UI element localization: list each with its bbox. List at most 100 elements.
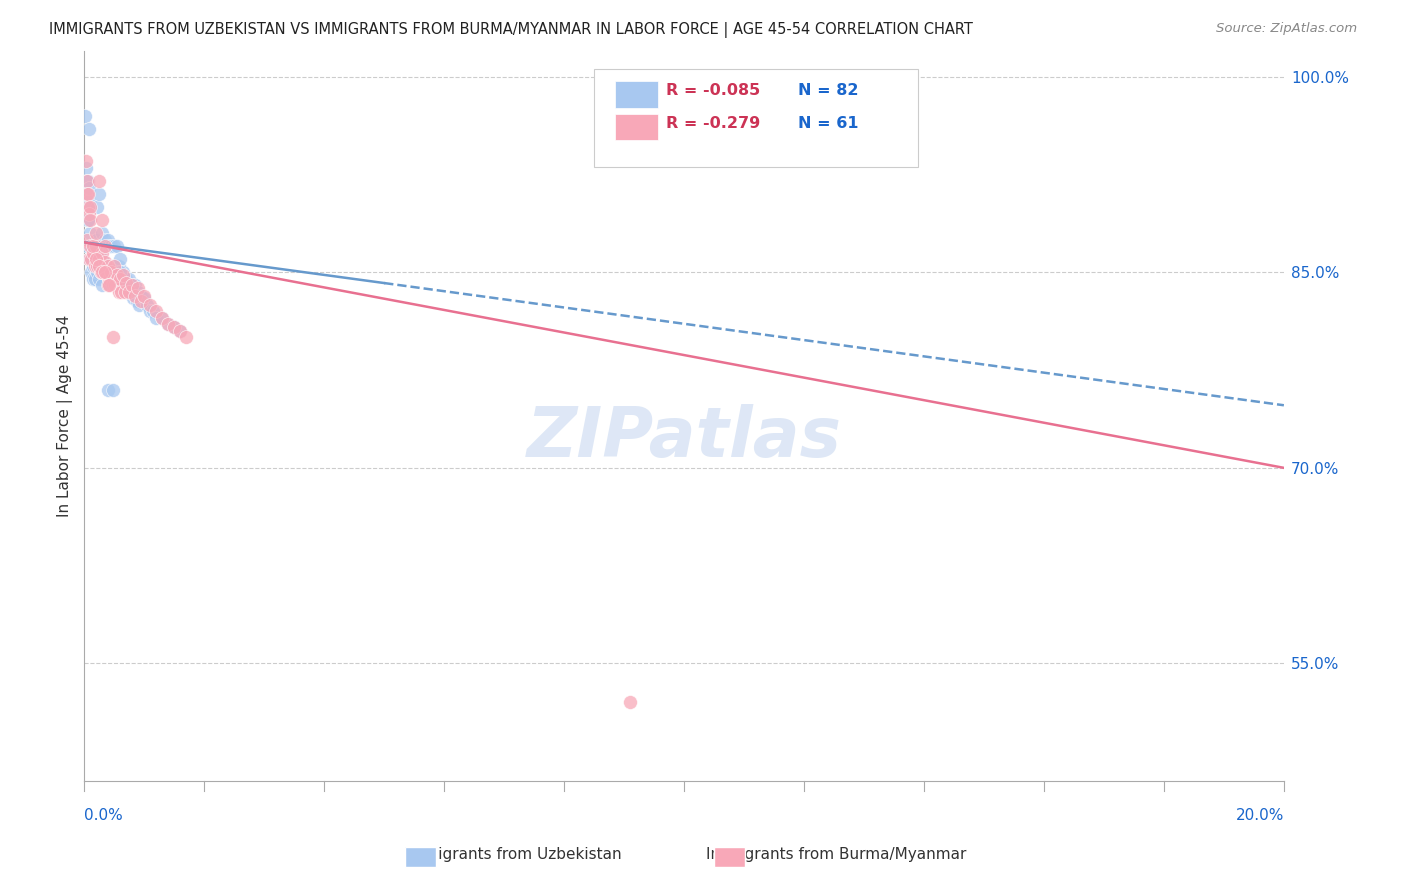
Point: [93, 265, 115, 279]
Point: [97, 259, 120, 273]
Point: [114, 278, 136, 293]
Point: [77, 200, 100, 214]
Point: [114, 285, 136, 299]
Point: [105, 272, 128, 286]
Point: [100, 239, 122, 253]
Point: [86, 265, 108, 279]
Point: [129, 293, 152, 308]
Point: [97, 383, 120, 397]
Point: [79, 226, 101, 240]
Point: [124, 289, 146, 303]
Point: [115, 276, 138, 290]
Text: Immigrants from Uzbekistan: Immigrants from Uzbekistan: [405, 847, 621, 862]
Point: [101, 278, 124, 293]
Point: [84, 226, 107, 240]
Point: [76, 200, 98, 214]
Text: R = -0.085: R = -0.085: [666, 83, 761, 98]
Point: [110, 272, 132, 286]
Text: Source: ZipAtlas.com: Source: ZipAtlas.com: [1216, 22, 1357, 36]
Text: 20.0%: 20.0%: [1236, 808, 1284, 823]
Point: [127, 281, 149, 295]
Point: [110, 252, 132, 267]
Point: [100, 265, 122, 279]
Point: [98, 278, 121, 293]
Point: [121, 278, 143, 293]
Point: [82, 239, 104, 253]
Point: [79, 213, 101, 227]
Point: [96, 268, 118, 282]
Point: [108, 259, 131, 273]
Point: [163, 320, 186, 334]
Point: [125, 293, 148, 308]
Point: [94, 239, 117, 253]
Point: [77, 174, 100, 188]
Point: [86, 239, 108, 253]
Text: IMMIGRANTS FROM UZBEKISTAN VS IMMIGRANTS FROM BURMA/MYANMAR IN LABOR FORCE | AGE: IMMIGRANTS FROM UZBEKISTAN VS IMMIGRANTS…: [49, 22, 973, 38]
Point: [79, 200, 101, 214]
Point: [108, 285, 131, 299]
Point: [121, 278, 143, 293]
Point: [118, 272, 141, 286]
Point: [127, 285, 149, 299]
Point: [89, 174, 111, 188]
Point: [90, 239, 112, 253]
Point: [75, 109, 97, 123]
FancyBboxPatch shape: [614, 114, 658, 140]
Point: [619, 696, 641, 710]
Point: [112, 278, 135, 293]
Point: [86, 259, 108, 273]
Point: [145, 304, 167, 318]
Point: [96, 265, 118, 279]
Point: [84, 252, 107, 267]
Point: [157, 318, 180, 332]
Point: [134, 289, 156, 303]
Point: [77, 122, 100, 136]
Point: [98, 239, 121, 253]
Point: [139, 304, 162, 318]
Point: [93, 239, 115, 253]
Point: [82, 259, 104, 273]
Point: [91, 265, 114, 279]
Point: [122, 291, 145, 305]
Point: [136, 298, 159, 312]
Point: [77, 252, 100, 267]
Point: [84, 233, 107, 247]
Point: [97, 278, 120, 293]
Point: [91, 245, 114, 260]
Point: [84, 239, 107, 253]
Point: [100, 265, 122, 279]
Point: [145, 310, 167, 325]
Point: [97, 259, 120, 273]
Point: [101, 259, 124, 273]
Text: ZIPatlas: ZIPatlas: [527, 404, 842, 471]
Point: [86, 200, 108, 214]
Point: [89, 272, 111, 286]
Point: [115, 272, 138, 286]
Point: [80, 239, 103, 253]
Point: [80, 265, 103, 279]
Text: N = 82: N = 82: [799, 83, 859, 98]
Point: [91, 252, 114, 267]
Point: [91, 278, 114, 293]
Point: [75, 161, 97, 175]
Point: [77, 180, 100, 194]
Point: [93, 265, 115, 279]
Point: [94, 265, 117, 279]
Point: [110, 285, 132, 299]
Point: [112, 265, 135, 279]
Point: [84, 259, 107, 273]
Point: [104, 278, 127, 293]
Point: [77, 213, 100, 227]
Point: [96, 239, 118, 253]
FancyBboxPatch shape: [595, 69, 918, 168]
Point: [103, 259, 125, 273]
Point: [97, 233, 120, 247]
Point: [139, 298, 162, 312]
Point: [104, 259, 127, 273]
Point: [76, 187, 98, 202]
Point: [90, 265, 112, 279]
Point: [76, 174, 98, 188]
Point: [134, 291, 156, 305]
Point: [101, 383, 124, 397]
Point: [79, 239, 101, 253]
